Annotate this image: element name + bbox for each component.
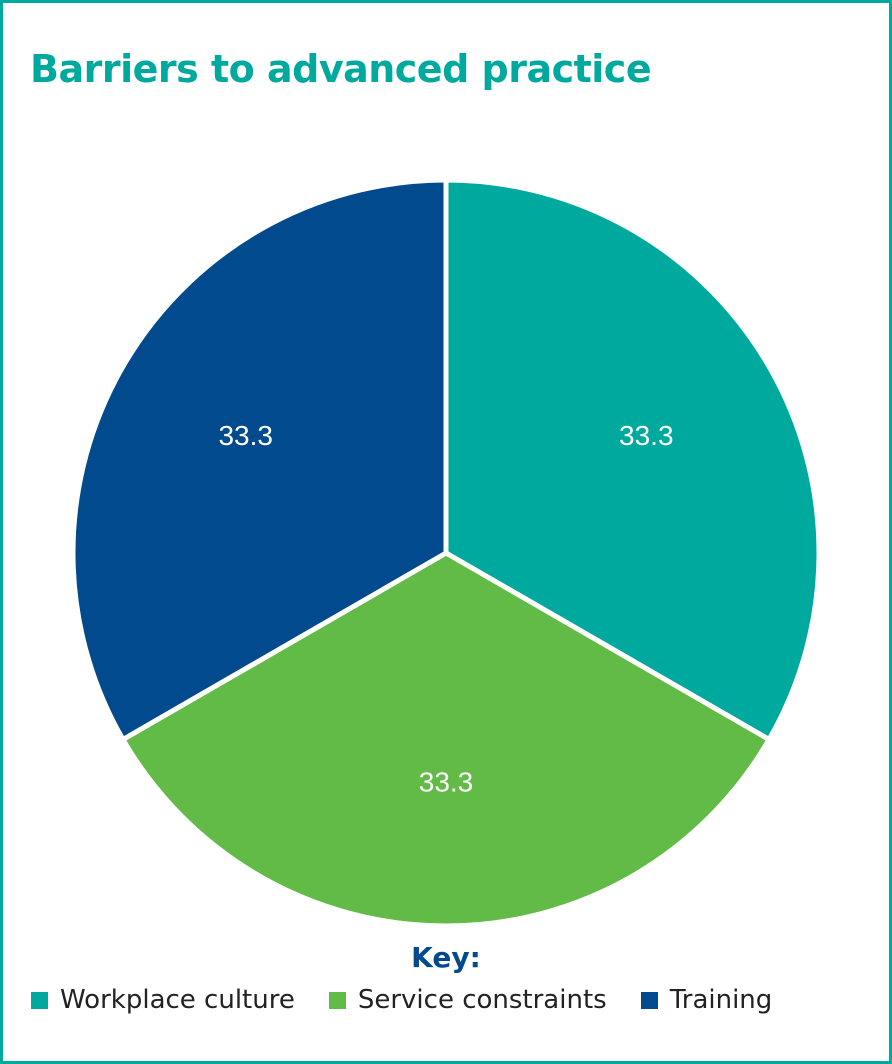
data-label-workplace-culture: 33.3: [619, 420, 674, 451]
data-label-service-constraints: 33.3: [419, 767, 474, 798]
pie-chart: 33.3 33.3 33.3: [70, 177, 822, 929]
chart-title: Barriers to advanced practice: [30, 47, 652, 91]
legend-swatch: [328, 991, 346, 1009]
legend-label: Training: [669, 985, 773, 1015]
legend-swatch: [640, 991, 658, 1009]
legend-swatch: [31, 991, 48, 1009]
legend: Workplace culture Service constraints Trai…: [31, 985, 806, 1015]
legend-title: Key:: [411, 941, 481, 974]
pie-slice-training: [70, 177, 449, 742]
legend-label: Workplace culture: [60, 985, 295, 1015]
data-label-training: 33.3: [218, 420, 273, 451]
legend-item-service-constraints: Service constraints: [328, 985, 607, 1015]
pie-slice-service-constraints: [120, 550, 772, 929]
legend-item-training: Training: [640, 985, 773, 1015]
pie-slice-workplace-culture: [443, 177, 822, 742]
legend-item-workplace-culture: Workplace culture: [31, 985, 295, 1015]
legend-label: Service constraints: [357, 985, 607, 1015]
